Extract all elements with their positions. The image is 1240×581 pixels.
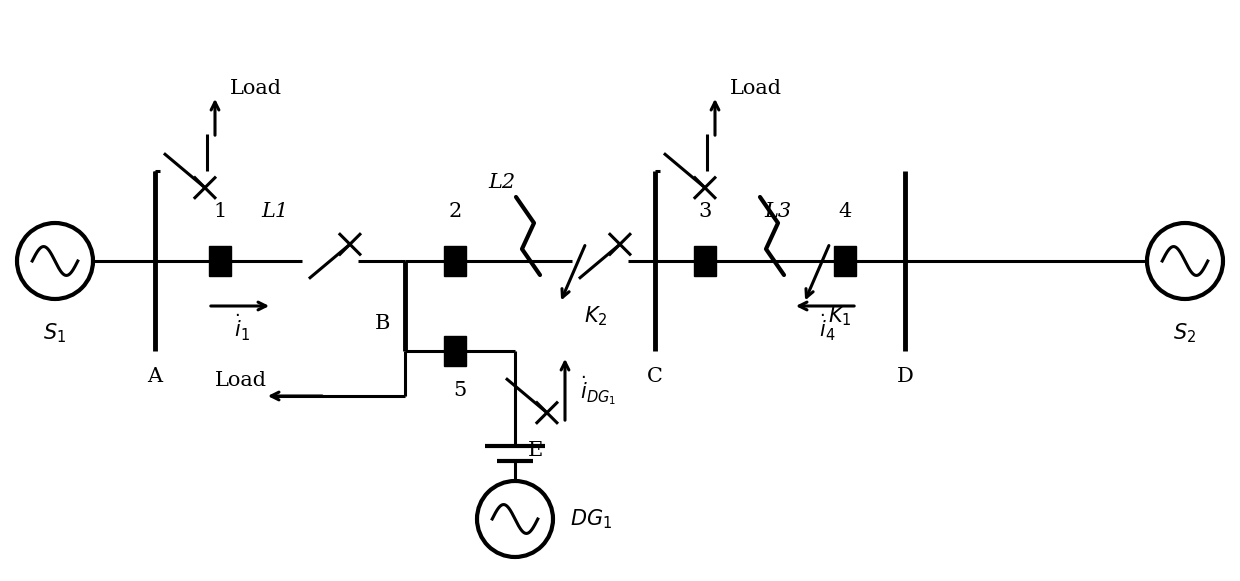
Text: Load: Load	[215, 371, 267, 390]
Text: $\dot{i}_4$: $\dot{i}_4$	[818, 313, 836, 343]
Text: $S_2$: $S_2$	[1173, 321, 1197, 345]
Text: $S_1$: $S_1$	[43, 321, 67, 345]
Text: B: B	[376, 314, 391, 332]
Bar	[444, 246, 466, 276]
Text: A: A	[148, 367, 162, 386]
Text: L3: L3	[764, 202, 791, 221]
Bar	[835, 246, 856, 276]
Text: $DG_1$: $DG_1$	[570, 507, 613, 531]
Text: Load: Load	[730, 78, 782, 98]
Text: 5: 5	[454, 382, 466, 400]
Text: E: E	[527, 442, 543, 461]
Text: C: C	[647, 367, 663, 386]
Text: 4: 4	[838, 202, 852, 221]
Text: 1: 1	[213, 202, 227, 221]
Text: $K_2$: $K_2$	[584, 304, 608, 328]
Bar	[210, 246, 231, 276]
Bar	[444, 336, 466, 366]
Bar	[694, 246, 715, 276]
Text: $\dot{i}_1$: $\dot{i}_1$	[234, 313, 250, 343]
Text: L2: L2	[489, 174, 516, 192]
Text: D: D	[897, 367, 914, 386]
Text: 3: 3	[698, 202, 712, 221]
Text: Load: Load	[229, 78, 281, 98]
Text: L1: L1	[262, 202, 289, 221]
Text: 2: 2	[449, 202, 461, 221]
Text: $\dot{i}_{DG_1}$: $\dot{i}_{DG_1}$	[580, 375, 616, 407]
Text: $K_1$: $K_1$	[828, 304, 852, 328]
